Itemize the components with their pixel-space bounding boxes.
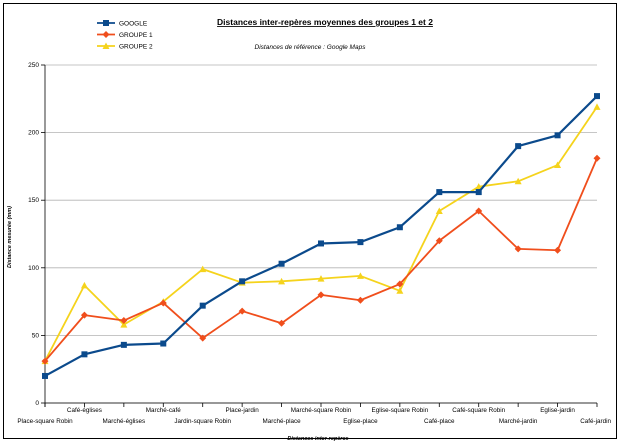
- data-point: [199, 265, 207, 273]
- series-google: [42, 93, 600, 379]
- y-tick-label: 0: [35, 400, 39, 407]
- data-point: [102, 31, 110, 38]
- chart-frame: [3, 3, 617, 439]
- x-tick-label: Eglise-square Robin: [372, 407, 429, 414]
- data-point: [515, 143, 522, 150]
- data-point: [554, 246, 562, 254]
- data-point: [514, 177, 522, 185]
- data-point: [317, 291, 325, 299]
- chart-title: Distances inter-repères moyennes des gro…: [217, 17, 433, 27]
- data-point: [318, 240, 324, 247]
- x-tick-label: Place-jardin: [226, 407, 260, 414]
- legend: GOOGLE GROUPE 1 GROUPE 2: [97, 20, 153, 50]
- x-axis-label: Distances inter-repères: [287, 436, 348, 442]
- data-point: [435, 237, 443, 245]
- y-tick-label: 150: [28, 197, 39, 204]
- y-tick-label: 200: [28, 130, 39, 137]
- data-point: [396, 287, 404, 294]
- data-point: [159, 299, 167, 307]
- data-point: [120, 321, 128, 328]
- x-tick-label: Café-jardin: [580, 418, 611, 425]
- data-point: [593, 154, 601, 162]
- x-tick-label: Eglise-place: [343, 418, 378, 425]
- grid-layer: [45, 64, 597, 404]
- legend-label: GROUPE 2: [119, 43, 153, 50]
- y-tick-label: 250: [28, 62, 39, 69]
- data-point: [80, 281, 88, 289]
- x-tick-label: Marché-place: [262, 418, 301, 425]
- y-axis-label: Distance mesurée (mm): [7, 206, 13, 268]
- x-tick-label: Marché-églises: [103, 418, 146, 425]
- data-point: [475, 207, 483, 215]
- x-tick-label: Marché-jardin: [499, 418, 538, 425]
- data-point: [475, 183, 483, 190]
- data-point: [199, 334, 207, 342]
- x-tick-label: Jardin-square Robin: [174, 418, 231, 425]
- data-point: [554, 161, 562, 169]
- data-point: [396, 280, 404, 288]
- x-tick-label: Café-square Robin: [452, 407, 505, 414]
- x-tick-label: Eglise-jardin: [540, 407, 575, 414]
- data-point: [278, 277, 286, 285]
- series-line: [44, 157, 598, 362]
- data-point: [436, 189, 443, 196]
- series-layer: [41, 93, 601, 379]
- x-tick-label: Marché-café: [146, 407, 181, 414]
- legend-label: GOOGLE: [119, 20, 148, 27]
- y-tick-label: 100: [28, 265, 39, 272]
- series-line: [44, 95, 598, 377]
- series-groupe-1: [41, 154, 601, 365]
- data-point: [356, 296, 364, 304]
- data-point: [278, 260, 285, 267]
- series-line: [44, 106, 598, 362]
- data-point: [41, 357, 49, 365]
- legend-label: GROUPE 1: [119, 32, 153, 39]
- data-point: [199, 302, 206, 309]
- data-point: [238, 307, 246, 315]
- data-point: [278, 319, 286, 327]
- data-point: [42, 372, 48, 379]
- axis-layer: 0 50 100 150 200 250 Place-square Robin Café-ég…: [17, 62, 611, 425]
- data-point: [102, 42, 110, 49]
- data-point: [103, 20, 109, 26]
- x-tick-label: Marché-square Robin: [291, 407, 352, 414]
- data-point: [356, 272, 364, 279]
- data-point: [239, 278, 246, 285]
- data-point: [514, 245, 522, 253]
- data-point: [120, 341, 127, 348]
- series-groupe-2: [41, 103, 601, 365]
- data-point: [120, 317, 128, 325]
- data-point: [317, 275, 325, 282]
- legend-item: GOOGLE: [97, 20, 148, 27]
- data-point: [396, 224, 403, 231]
- x-tick-label: Café-églises: [67, 407, 102, 414]
- data-point: [593, 103, 601, 110]
- data-point: [80, 311, 88, 319]
- data-point: [435, 207, 443, 215]
- legend-item: GROUPE 2: [97, 42, 153, 50]
- legend-item: GROUPE 1: [97, 31, 153, 39]
- data-point: [81, 351, 88, 358]
- chart-subtitle: Distances de référence : Google Maps: [255, 44, 367, 51]
- data-point: [357, 239, 364, 246]
- x-tick-label: Café-place: [424, 418, 455, 425]
- data-point: [475, 189, 482, 196]
- data-point: [554, 132, 561, 139]
- data-point: [160, 340, 167, 347]
- data-point: [594, 93, 600, 100]
- y-tick-label: 50: [32, 332, 40, 339]
- x-tick-label: Place-square Robin: [17, 418, 73, 425]
